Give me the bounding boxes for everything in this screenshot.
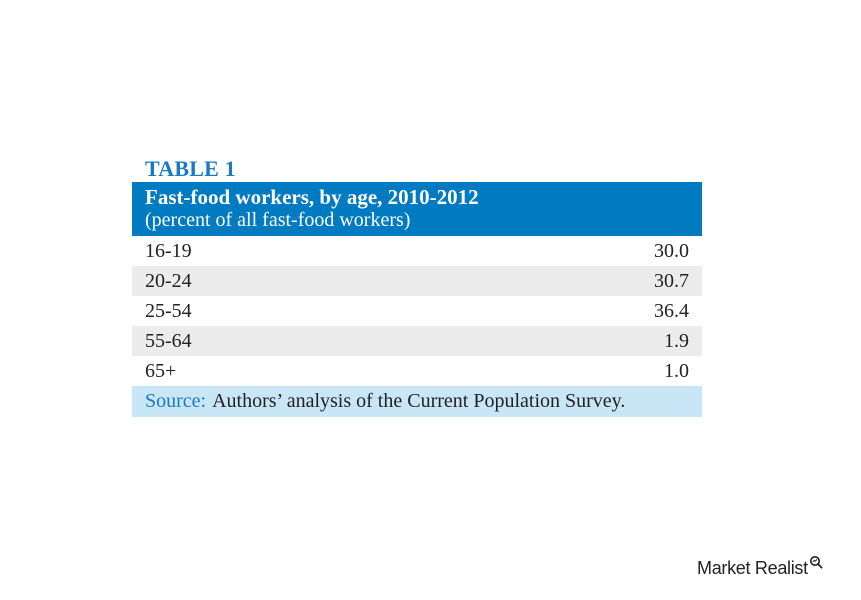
table-row: 16-19 30.0: [132, 236, 702, 266]
source-text: Authors’ analysis of the Current Populat…: [212, 390, 626, 412]
age-group-cell: 65+: [145, 359, 177, 382]
table-title: Fast-food workers, by age, 2010-2012: [145, 185, 479, 209]
table-subtitle: (percent of all fast-food workers): [145, 209, 411, 231]
source-label: Source:: [145, 390, 207, 412]
age-group-cell: 25-54: [145, 299, 192, 322]
table-row: 55-64 1.9: [132, 326, 702, 356]
percent-cell: 1.0: [664, 359, 689, 382]
source-row: Source: Authors’ analysis of the Current…: [132, 386, 702, 417]
logo-text: Market Realist: [697, 558, 808, 578]
percent-cell: 36.4: [654, 299, 689, 322]
age-group-cell: 20-24: [145, 269, 192, 292]
age-group-cell: 16-19: [145, 239, 192, 262]
table-row: 65+ 1.0: [132, 356, 702, 386]
table-row: 25-54 36.4: [132, 296, 702, 326]
table-label: TABLE 1: [145, 156, 236, 181]
age-group-cell: 55-64: [145, 329, 192, 352]
table-body: 16-19 30.0 20-24 30.7 25-54 36.4 55-64 1.9 65+ 1.…: [132, 236, 702, 386]
table-header: Fast-food workers, by age, 2010-2012 (pe…: [132, 182, 702, 236]
percent-cell: 30.0: [654, 239, 689, 262]
data-table: TABLE 1 Fast-food workers, by age, 2010-…: [132, 155, 702, 417]
magnifier-icon: [809, 556, 823, 569]
table-row: 20-24 30.7: [132, 266, 702, 296]
percent-cell: 30.7: [654, 269, 689, 292]
market-realist-logo: Market Realist: [697, 556, 823, 579]
percent-cell: 1.9: [664, 329, 689, 352]
